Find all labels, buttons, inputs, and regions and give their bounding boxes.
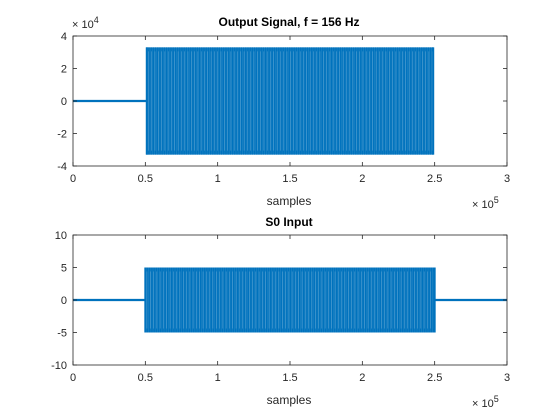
s0-input-x-exponent-base: × 10 (472, 398, 494, 410)
s0-input-x-label: samples (267, 393, 312, 407)
y-tick-label: 0 (61, 96, 67, 108)
x-tick-label: 1.5 (282, 173, 297, 185)
x-tick-label: 0 (70, 372, 76, 384)
x-tick-label: 0.5 (138, 173, 153, 185)
output-signal-x-exponent-base: × 10 (472, 199, 494, 211)
output-signal-y-exponent-base: × 10 (72, 19, 94, 31)
y-tick-label: 4 (61, 31, 67, 43)
s0-input-x-exponent-power: 5 (494, 394, 499, 404)
y-tick-label: 0 (61, 295, 67, 307)
x-tick-label: 1 (215, 173, 221, 185)
y-tick-label: -5 (57, 328, 67, 340)
output-signal-y-exponent: × 104 (72, 15, 99, 31)
x-tick-label: 2 (359, 173, 365, 185)
x-tick-label: 0.5 (138, 372, 153, 384)
s0-input-title: S0 Input (265, 215, 312, 229)
output-signal-plot: Output Signal, f = 156 Hz × 104 0 0.5 1 1.5… (57, 15, 510, 211)
svg-text:× 105: × 105 (472, 394, 499, 410)
output-signal-x-label: samples (267, 194, 312, 208)
s0-input-plot: S0 Input 0 0.5 1 1.5 2 2.5 3 -10 -5 0 5 10 samples… (51, 215, 510, 410)
svg-text:× 105: × 105 (472, 195, 499, 211)
x-tick-label: 2 (359, 372, 365, 384)
output-signal-x-ticks: 0 0.5 1 1.5 2 2.5 3 (70, 36, 510, 185)
x-tick-label: 0 (70, 173, 76, 185)
output-signal-y-exponent-power: 4 (94, 15, 99, 25)
s0-input-data (73, 267, 507, 333)
x-tick-label: 1 (215, 372, 221, 384)
output-signal-title: Output Signal, f = 156 Hz (218, 15, 359, 29)
y-tick-label: 5 (61, 263, 67, 275)
s0-input-x-exponent: × 105 (472, 394, 499, 410)
y-tick-label: 10 (55, 230, 67, 242)
x-tick-label: 1.5 (282, 372, 297, 384)
y-tick-label: 2 (61, 64, 67, 76)
x-tick-label: 3 (504, 173, 510, 185)
x-tick-label: 2.5 (427, 173, 442, 185)
y-tick-label: -2 (57, 129, 67, 141)
output-signal-x-exponent-power: 5 (494, 195, 499, 205)
x-tick-label: 3 (504, 372, 510, 384)
svg-text:× 104: × 104 (72, 15, 99, 31)
signal-oscillation-gaps (148, 51, 433, 151)
output-signal-data (73, 47, 435, 155)
output-signal-x-exponent: × 105 (472, 195, 499, 211)
x-tick-label: 2.5 (427, 372, 442, 384)
y-tick-label: -10 (51, 360, 67, 372)
s0-input-x-ticks: 0 0.5 1 1.5 2 2.5 3 (70, 235, 510, 384)
s0-input-y-ticks: -10 -5 0 5 10 (51, 230, 507, 372)
y-tick-label: -4 (57, 161, 67, 173)
signal-oscillation-gaps (146, 271, 435, 329)
output-signal-y-ticks: -4 -2 0 2 4 (57, 31, 507, 173)
